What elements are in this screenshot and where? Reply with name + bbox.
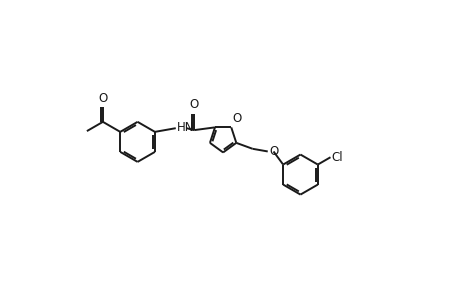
Text: O: O (189, 98, 198, 111)
Text: HN: HN (176, 121, 194, 134)
Text: O: O (98, 92, 107, 104)
Text: Cl: Cl (331, 151, 342, 164)
Text: O: O (269, 145, 278, 158)
Text: O: O (232, 112, 241, 125)
